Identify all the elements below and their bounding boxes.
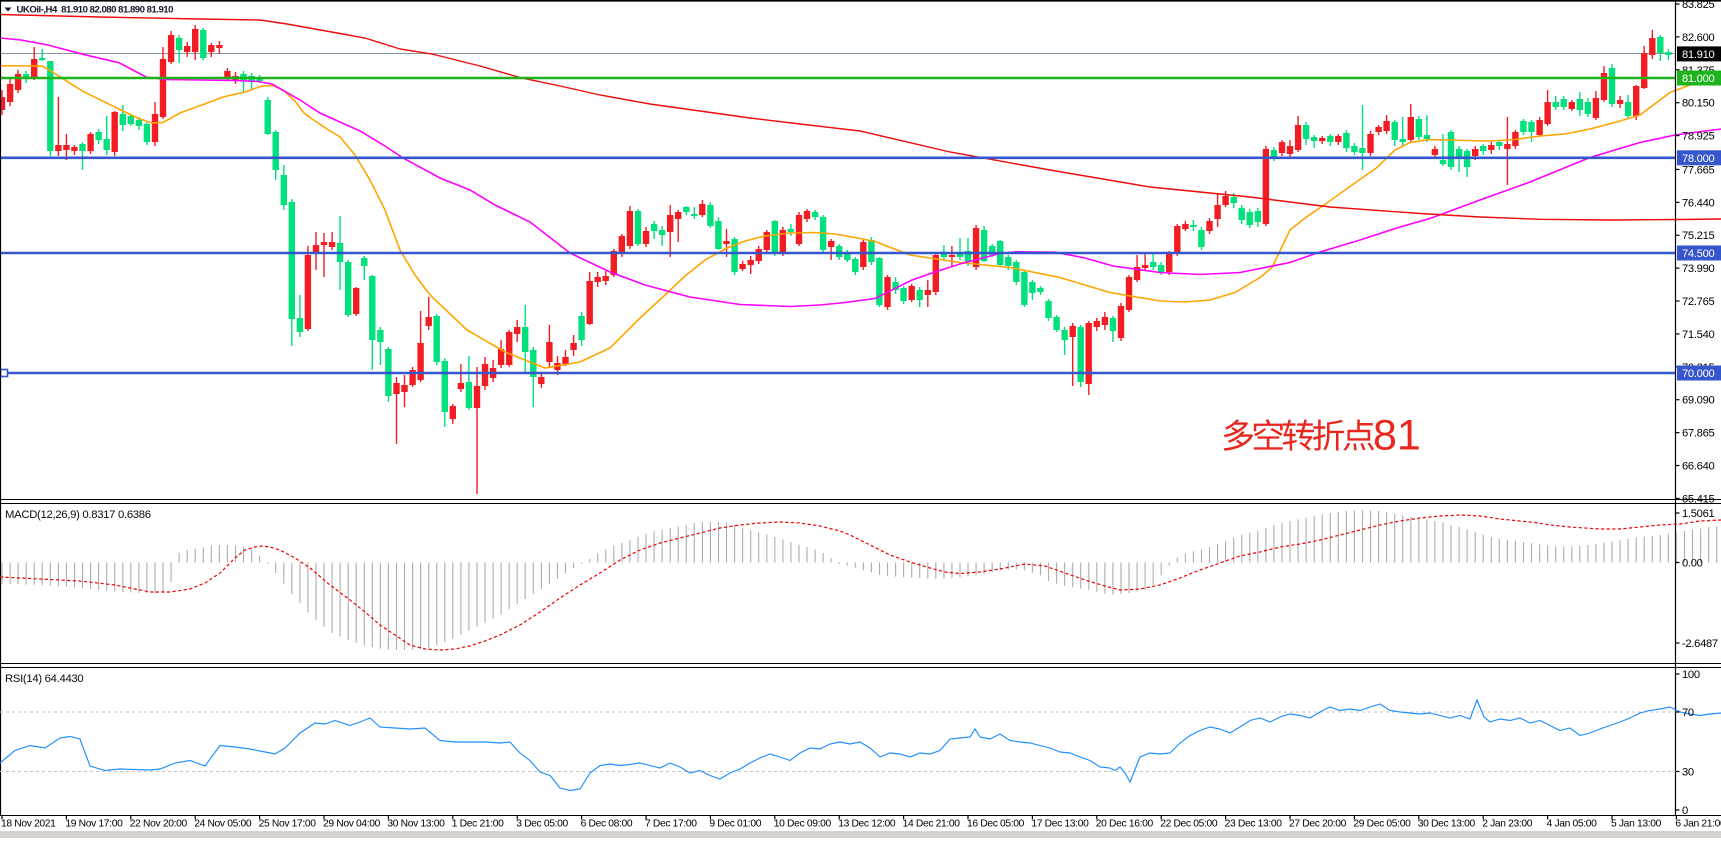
svg-text:29 Dec 05:00: 29 Dec 05:00 [1353, 819, 1411, 830]
svg-text:81.910: 81.910 [1682, 49, 1714, 61]
svg-text:74.500: 74.500 [1682, 248, 1714, 260]
svg-text:100: 100 [1682, 669, 1700, 681]
svg-text:-2.6487: -2.6487 [1682, 638, 1718, 650]
svg-text:81: 81 [1373, 412, 1421, 460]
svg-text:22 Dec 05:00: 22 Dec 05:00 [1160, 819, 1218, 830]
svg-text:30 Dec 13:00: 30 Dec 13:00 [1418, 819, 1476, 830]
svg-text:25 Nov 17:00: 25 Nov 17:00 [259, 819, 317, 830]
svg-text:10 Dec 09:00: 10 Dec 09:00 [774, 819, 832, 830]
svg-text:70.000: 70.000 [1682, 368, 1714, 380]
svg-text:72.765: 72.765 [1682, 296, 1714, 308]
svg-text:0: 0 [1682, 805, 1688, 817]
svg-text:RSI(14) 64.4430: RSI(14) 64.4430 [5, 673, 83, 685]
svg-text:2 Jan 23:00: 2 Jan 23:00 [1482, 819, 1533, 830]
svg-text:23 Dec 13:00: 23 Dec 13:00 [1225, 819, 1283, 830]
svg-text:18 Nov 2021: 18 Nov 2021 [1, 819, 56, 830]
svg-text:66.640: 66.640 [1682, 461, 1714, 473]
svg-text:6 Jan 21:00: 6 Jan 21:00 [1675, 819, 1721, 830]
svg-text:29 Nov 04:00: 29 Nov 04:00 [323, 819, 381, 830]
svg-text:3 Dec 05:00: 3 Dec 05:00 [516, 819, 568, 830]
svg-text:6 Dec 08:00: 6 Dec 08:00 [581, 819, 633, 830]
svg-text:65.415: 65.415 [1682, 493, 1714, 505]
svg-text:9 Dec 01:00: 9 Dec 01:00 [709, 819, 761, 830]
svg-text:UKOil-,H4 81.910 82.080 81.89: UKOil-,H4 81.910 82.080 81.890 81.910 [17, 5, 174, 16]
svg-text:78.000: 78.000 [1682, 153, 1714, 165]
svg-text:24 Nov 05:00: 24 Nov 05:00 [194, 819, 252, 830]
svg-text:16 Dec 05:00: 16 Dec 05:00 [967, 819, 1025, 830]
svg-text:76.440: 76.440 [1682, 197, 1714, 209]
svg-text:20 Dec 16:00: 20 Dec 16:00 [1096, 819, 1154, 830]
svg-text:30: 30 [1682, 767, 1694, 779]
svg-text:5 Jan 13:00: 5 Jan 13:00 [1611, 819, 1662, 830]
svg-text:69.090: 69.090 [1682, 395, 1714, 407]
svg-text:73.990: 73.990 [1682, 263, 1714, 275]
svg-text:75.215: 75.215 [1682, 230, 1714, 242]
svg-text:13 Dec 12:00: 13 Dec 12:00 [838, 819, 896, 830]
svg-text:19 Nov 17:00: 19 Nov 17:00 [65, 819, 123, 830]
svg-text:81.000: 81.000 [1682, 73, 1714, 85]
svg-text:80.150: 80.150 [1682, 98, 1714, 110]
svg-text:7 Dec 17:00: 7 Dec 17:00 [645, 819, 697, 830]
svg-text:14 Dec 21:00: 14 Dec 21:00 [903, 819, 961, 830]
svg-text:83.825: 83.825 [1682, 0, 1714, 11]
svg-text:1 Dec 21:00: 1 Dec 21:00 [452, 819, 504, 830]
svg-text:30 Nov 13:00: 30 Nov 13:00 [387, 819, 445, 830]
svg-text:27 Dec 20:00: 27 Dec 20:00 [1289, 819, 1347, 830]
svg-text:0.00: 0.00 [1682, 558, 1703, 570]
svg-text:82.600: 82.600 [1682, 32, 1714, 44]
svg-text:71.540: 71.540 [1682, 329, 1714, 341]
svg-text:4 Jan 05:00: 4 Jan 05:00 [1547, 819, 1598, 830]
svg-text:1.5061: 1.5061 [1682, 508, 1714, 520]
svg-text:78.925: 78.925 [1682, 131, 1714, 143]
svg-text:17 Dec 13:00: 17 Dec 13:00 [1031, 819, 1089, 830]
svg-text:70: 70 [1682, 707, 1694, 719]
svg-text:22 Nov 20:00: 22 Nov 20:00 [130, 819, 188, 830]
svg-text:MACD(12,26,9) 0.8317 0.6386: MACD(12,26,9) 0.8317 0.6386 [5, 509, 151, 521]
svg-text:67.865: 67.865 [1682, 428, 1714, 440]
svg-text:77.665: 77.665 [1682, 164, 1714, 176]
